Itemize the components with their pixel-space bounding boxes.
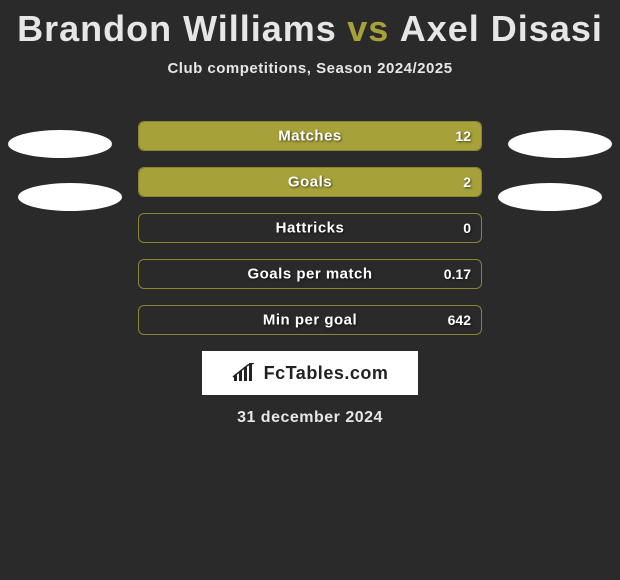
- stat-value: 2: [463, 174, 471, 190]
- stat-label: Matches: [278, 128, 342, 145]
- player2-avatar-shadow: [498, 183, 602, 211]
- stat-row-goals-per-match: Goals per match 0.17: [138, 259, 482, 289]
- stat-label: Hattricks: [276, 220, 345, 237]
- player2-avatar-placeholder: [508, 130, 612, 158]
- chart-bars-icon: [232, 363, 258, 383]
- title-row: Brandon Williams vs Axel Disasi: [0, 8, 620, 50]
- stat-row-min-per-goal: Min per goal 642: [138, 305, 482, 335]
- date-label: 31 december 2024: [0, 409, 620, 427]
- watermark: FcTables.com: [202, 351, 418, 395]
- stats-area: Matches 12 Goals 2 Hattricks 0 Goals per…: [0, 121, 620, 335]
- comparison-widget: Brandon Williams vs Axel Disasi Club com…: [0, 0, 620, 427]
- stat-row-goals: Goals 2: [138, 167, 482, 197]
- vs-label: vs: [347, 8, 389, 49]
- player2-name: Axel Disasi: [400, 8, 603, 49]
- stat-bars: Matches 12 Goals 2 Hattricks 0 Goals per…: [138, 121, 482, 335]
- stat-value: 0.17: [444, 266, 471, 282]
- stat-value: 642: [448, 312, 471, 328]
- stat-label: Min per goal: [263, 312, 357, 329]
- player1-name: Brandon Williams: [17, 8, 337, 49]
- watermark-text: FcTables.com: [264, 363, 389, 384]
- subtitle: Club competitions, Season 2024/2025: [0, 60, 620, 77]
- stat-label: Goals: [288, 174, 332, 191]
- stat-row-matches: Matches 12: [138, 121, 482, 151]
- stat-value: 12: [455, 128, 471, 144]
- player1-avatar-shadow: [18, 183, 122, 211]
- stat-label: Goals per match: [247, 266, 372, 283]
- player1-avatar-placeholder: [8, 130, 112, 158]
- stat-value: 0: [463, 220, 471, 236]
- stat-row-hattricks: Hattricks 0: [138, 213, 482, 243]
